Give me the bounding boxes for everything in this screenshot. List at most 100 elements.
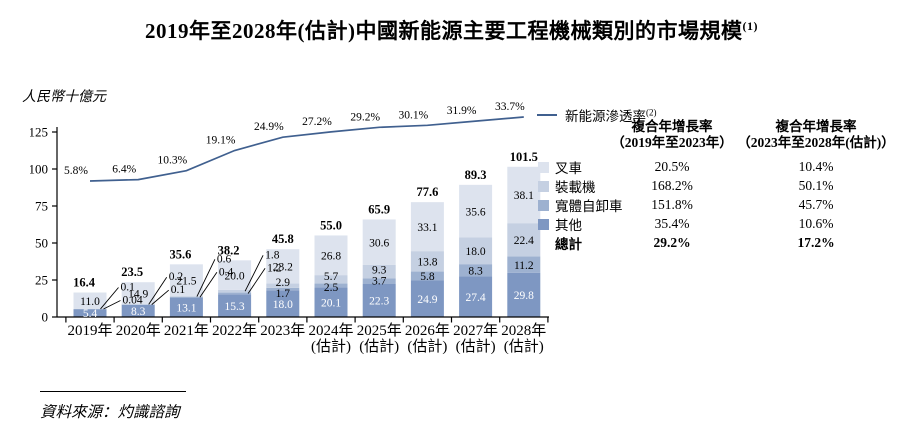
bar-segment: [218, 260, 252, 290]
chart-title-footnote-marker: (1): [742, 19, 758, 33]
bar-segment: [459, 276, 493, 317]
penetration-point-label: 30.1%: [399, 109, 429, 121]
segment-label: 33.1: [417, 222, 437, 234]
segment-label: 18.0: [273, 299, 293, 311]
bar-total-label: 101.5: [510, 150, 538, 164]
bar-total-label: 89.3: [465, 168, 487, 182]
callout-leader-line: [151, 289, 169, 305]
y-tick-label: 0: [42, 310, 49, 325]
x-tick-label: 2019年: [67, 322, 112, 339]
cagr-table-row: 其他 35.4% 10.6%: [538, 214, 900, 233]
segment-label: 23.2: [273, 262, 293, 274]
series-swatch-icon: [538, 161, 549, 173]
cagr-col1-header: 複合年增長率 （2019年至2023年）: [611, 119, 733, 150]
bar-segment: [169, 264, 203, 297]
callout-label: 0.6: [217, 253, 232, 265]
segment-label: 5.8: [420, 271, 435, 283]
x-tick-label: 2020年: [116, 322, 161, 339]
bar-segment: [266, 287, 300, 291]
callout-leader-line: [100, 287, 119, 310]
cagr-table-body: 叉車 20.5% 10.4% 裝載機 168.2% 50.1% 寬體自卸車 151.8% 45.…: [538, 157, 900, 252]
callout-leader-line: [148, 276, 168, 305]
penetration-point-label: 19.1%: [206, 135, 236, 147]
segment-label: 30.6: [369, 237, 389, 249]
bar-segment: [266, 283, 300, 288]
bar-segment: [266, 249, 300, 284]
source-note: 資料來源：灼識諮詢: [40, 404, 180, 421]
penetration-line: [89, 116, 524, 182]
bar-segment: [410, 271, 444, 281]
bar-total-label: 65.9: [368, 203, 390, 217]
chart-title-text: 2019年至2028年(估計)中國新能源主要工程機械類別的市場規模: [145, 19, 743, 43]
cagr-value-2019-2023: 151.8%: [651, 197, 693, 212]
x-tick-sublabel: (估計): [359, 338, 399, 355]
callout-label: 0.1: [121, 282, 136, 294]
segment-label: 8.3: [131, 306, 146, 318]
x-tick-label: 2028年: [501, 322, 546, 339]
bar-segment: [121, 282, 155, 305]
y-tick-label: 75: [35, 199, 48, 214]
callout-label: 1.2: [267, 262, 282, 274]
penetration-point-label: 31.9%: [447, 105, 477, 117]
segment-label: 2.5: [324, 282, 339, 294]
bar-segment: [314, 287, 348, 317]
bar-total-label: 23.5: [121, 265, 143, 279]
penetration-point-label: 33.7%: [495, 101, 525, 113]
y-tick-label: 50: [35, 236, 48, 251]
segment-label: 18.0: [466, 246, 486, 258]
x-tick-sublabel: (估計): [504, 338, 544, 355]
segment-label: 22.4: [514, 235, 534, 247]
x-tick-label: 2027年: [453, 322, 498, 339]
callout-leader-line: [244, 255, 264, 292]
bar-segment: [507, 223, 541, 257]
segment-label: 20.0: [225, 270, 245, 282]
series-swatch-icon: [538, 218, 549, 230]
bar-segment: [73, 309, 107, 317]
line-legend-label: 新能源滲透率(2): [565, 107, 657, 125]
callout-leader-line: [103, 300, 121, 310]
segment-label: 22.3: [369, 296, 389, 308]
bar-segment: [73, 292, 107, 309]
cagr-value-2023-2028: 45.7%: [798, 197, 834, 212]
bar-segment: [410, 280, 444, 317]
segment-label: 3.7: [372, 275, 387, 287]
bar-segment: [507, 256, 541, 273]
segment-label: 2.9: [276, 277, 291, 289]
penetration-point-label: 6.4%: [112, 164, 136, 176]
segment-label: 5.7: [324, 271, 339, 283]
bar-segment: [218, 289, 252, 293]
segment-label: 9.3: [372, 264, 387, 276]
footnote-divider: [40, 391, 186, 392]
bar-total-label: 16.4: [73, 276, 96, 290]
series-swatch-icon: [538, 199, 549, 211]
series-label: 其他: [555, 218, 582, 233]
segment-label: 11.0: [80, 296, 100, 308]
series-label: 裝載機: [555, 180, 596, 195]
callout-label: 0.2: [169, 271, 184, 283]
cagr-value-2019-2023: 29.2%: [653, 235, 691, 250]
bar-segment: [459, 264, 493, 277]
segment-label: 38.1: [514, 190, 534, 202]
x-tick-sublabel: (估計): [407, 338, 447, 355]
penetration-point-label: 5.8%: [64, 165, 88, 177]
segment-label: 15.3: [225, 301, 245, 313]
segment-label: 35.6: [466, 206, 486, 218]
segment-label: 20.1: [321, 297, 341, 309]
bar-segment: [314, 275, 348, 284]
y-tick-label: 100: [30, 162, 48, 177]
x-tick-label: 2025年: [357, 322, 402, 339]
bar-segment: [362, 264, 396, 279]
x-tick-sublabel: (估計): [456, 338, 496, 355]
bar-segment: [362, 278, 396, 284]
penetration-point-label: 29.2%: [350, 111, 380, 123]
bar-total-label: 35.6: [169, 247, 191, 261]
chart-title: 2019年至2028年(估計)中國新能源主要工程機械類別的市場規模(1): [0, 15, 903, 45]
callout-label: 0.04: [123, 295, 143, 307]
series-label: 寬體自卸車: [555, 199, 623, 214]
segment-label: 29.8: [514, 290, 534, 302]
bar-total-label: 45.8: [272, 232, 294, 246]
bar-segment: [362, 219, 396, 265]
cagr-value-2023-2028: 10.4%: [798, 159, 834, 174]
cagr-value-2019-2023: 35.4%: [654, 216, 690, 231]
